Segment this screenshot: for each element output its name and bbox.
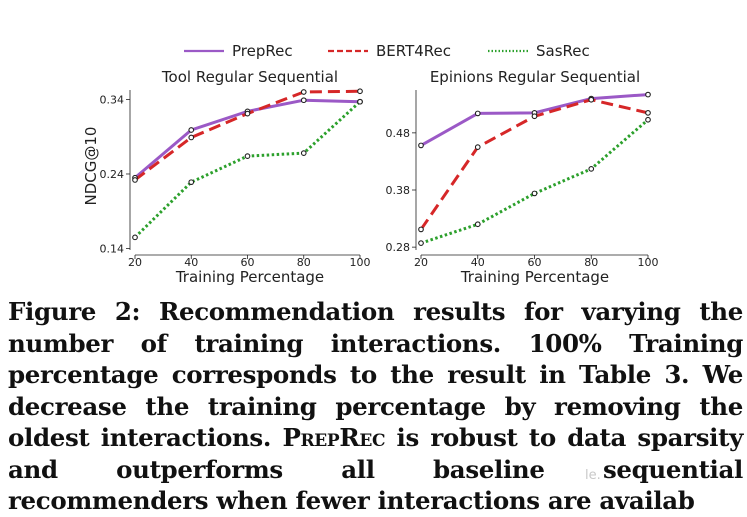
data-point-sasrec	[418, 240, 424, 246]
data-point-preprec	[645, 91, 651, 98]
legend-label-bert4rec: BERT4Rec	[376, 42, 451, 60]
y-tick-label: 0.34	[100, 93, 125, 106]
data-point-bert4rec	[418, 226, 424, 233]
legend: PrepRec BERT4Rec SasRec	[184, 42, 590, 60]
x-axis-label: Training Percentage	[460, 268, 609, 286]
x-tick-label: 60	[241, 256, 255, 269]
data-point-preprec	[300, 97, 307, 104]
data-point-sasrec	[188, 179, 195, 186]
data-point-sasrec	[132, 234, 138, 241]
caption-model-name: PrepRec	[282, 423, 386, 452]
figure: PrepRec BERT4Rec SasRec Tool Regular Seq…	[82, 42, 659, 286]
data-point-bert4rec	[588, 96, 595, 103]
x-tick-label: 60	[528, 256, 542, 269]
series-lines	[418, 91, 651, 246]
x-axis-label: Training Percentage	[175, 268, 324, 286]
data-point-sasrec	[531, 190, 538, 197]
legend-label-preprec: PrepRec	[232, 42, 293, 60]
x-tick-label: 80	[297, 256, 311, 269]
x-tick-label: 80	[584, 256, 598, 269]
series-line-sasrec	[133, 100, 362, 239]
y-tick-label: 0.48	[386, 127, 411, 140]
chart-epinions-regular-sequential: Epinions Regular Sequential 20 40 60 80 100 0…	[386, 68, 659, 286]
watermark: le.	[585, 468, 601, 483]
series-line-bert4rec	[134, 89, 361, 182]
data-point-bert4rec	[357, 88, 363, 95]
data-point-preprec	[418, 142, 424, 149]
legend-label-sasrec: SasRec	[536, 42, 590, 60]
data-point-bert4rec	[531, 113, 538, 120]
x-tick-label: 40	[184, 256, 198, 269]
series-lines	[132, 88, 363, 241]
data-point-sasrec	[300, 150, 307, 156]
data-point-bert4rec	[300, 89, 307, 95]
figure-caption: Figure 2: Recommendation results for var…	[8, 296, 743, 517]
x-tick-label: 100	[638, 256, 659, 269]
data-point-bert4rec	[244, 110, 251, 117]
x-tick-label: 20	[414, 256, 428, 269]
data-point-bert4rec	[188, 134, 195, 141]
data-point-preprec	[188, 127, 195, 133]
axis-ticks: 20 40 60 80 100 0.28 0.38 0.48	[386, 127, 659, 269]
data-point-bert4rec	[474, 144, 481, 150]
x-tick-label: 20	[128, 256, 142, 269]
x-tick-label: 40	[471, 256, 485, 269]
y-tick-label: 0.28	[386, 241, 411, 254]
data-point-sasrec	[645, 116, 651, 123]
data-point-sasrec	[357, 98, 363, 105]
y-tick-label: 0.14	[100, 243, 125, 256]
data-point-sasrec	[588, 166, 595, 172]
data-point-preprec	[474, 110, 481, 117]
y-tick-label: 0.38	[386, 184, 411, 197]
data-point-bert4rec	[132, 177, 138, 183]
y-tick-label: 0.24	[100, 168, 125, 181]
caption-text-1: Figure 2: Recommendation results for var…	[8, 297, 743, 452]
chart-title: Tool Regular Sequential	[161, 68, 338, 86]
y-axis-label: NDCG@10	[82, 127, 100, 206]
series-line-bert4rec	[419, 98, 649, 231]
x-tick-label: 100	[350, 256, 371, 269]
series-line-preprec	[420, 93, 649, 147]
chart-title: Epinions Regular Sequential	[430, 68, 640, 86]
data-point-sasrec	[474, 221, 481, 228]
axis-ticks: 20 40 60 80 100 0.14 0.24 0.34	[100, 93, 371, 269]
series-line-sasrec	[420, 118, 649, 245]
data-point-bert4rec	[645, 110, 651, 116]
chart-tool-regular-sequential: Tool Regular Sequential NDCG@10 20 40 60 80…	[82, 68, 371, 286]
data-point-sasrec	[244, 153, 251, 159]
